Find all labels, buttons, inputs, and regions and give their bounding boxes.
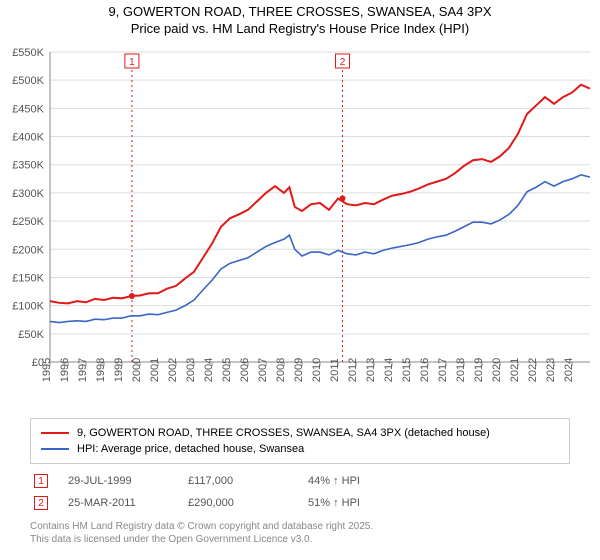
svg-text:£350K: £350K bbox=[12, 160, 44, 172]
svg-text:1999: 1999 bbox=[113, 358, 125, 382]
sale-date: 29-JUL-1999 bbox=[68, 475, 168, 487]
svg-text:£200K: £200K bbox=[12, 244, 44, 256]
svg-text:1997: 1997 bbox=[77, 358, 89, 382]
svg-text:2012: 2012 bbox=[347, 358, 359, 382]
svg-text:2024: 2024 bbox=[563, 358, 575, 382]
svg-text:2010: 2010 bbox=[311, 358, 323, 382]
svg-text:£550K: £550K bbox=[12, 47, 44, 59]
svg-text:£250K: £250K bbox=[12, 216, 44, 228]
svg-text:2021: 2021 bbox=[509, 358, 521, 382]
sale-flag: 1 bbox=[34, 474, 48, 488]
svg-text:2006: 2006 bbox=[239, 358, 251, 382]
footer-line2: This data is licensed under the Open Gov… bbox=[30, 533, 570, 546]
svg-text:£50K: £50K bbox=[18, 329, 44, 341]
svg-text:£500K: £500K bbox=[12, 75, 44, 87]
legend-swatch bbox=[41, 448, 69, 450]
svg-text:2: 2 bbox=[340, 57, 346, 68]
sales-list: 1 29-JUL-1999 £117,000 44% ↑ HPI 2 25-MAR-201… bbox=[0, 470, 600, 514]
svg-text:2013: 2013 bbox=[365, 358, 377, 382]
svg-text:£400K: £400K bbox=[12, 132, 44, 144]
svg-text:£300K: £300K bbox=[12, 188, 44, 200]
svg-text:2022: 2022 bbox=[527, 358, 539, 382]
svg-text:2004: 2004 bbox=[203, 358, 215, 382]
sale-vs-hpi: 51% ↑ HPI bbox=[308, 497, 360, 509]
svg-text:2016: 2016 bbox=[419, 358, 431, 382]
svg-text:2011: 2011 bbox=[329, 358, 341, 382]
svg-text:2005: 2005 bbox=[221, 358, 233, 382]
svg-text:2001: 2001 bbox=[149, 358, 161, 382]
svg-text:1995: 1995 bbox=[41, 358, 53, 382]
svg-text:£450K: £450K bbox=[12, 103, 44, 115]
chart-title-line1: 9, GOWERTON ROAD, THREE CROSSES, SWANSEA… bbox=[0, 0, 600, 21]
svg-text:2003: 2003 bbox=[185, 358, 197, 382]
svg-text:2020: 2020 bbox=[491, 358, 503, 382]
svg-text:2002: 2002 bbox=[167, 358, 179, 382]
svg-text:2017: 2017 bbox=[437, 358, 449, 382]
svg-text:1996: 1996 bbox=[59, 358, 71, 382]
svg-text:2015: 2015 bbox=[401, 358, 413, 382]
svg-text:2023: 2023 bbox=[545, 358, 557, 382]
legend-item: HPI: Average price, detached house, Swan… bbox=[41, 441, 559, 457]
svg-text:2014: 2014 bbox=[383, 358, 395, 382]
sale-flag: 2 bbox=[34, 496, 48, 510]
svg-text:1998: 1998 bbox=[95, 358, 107, 382]
svg-text:£100K: £100K bbox=[12, 301, 44, 313]
legend-swatch bbox=[41, 432, 69, 434]
svg-text:2019: 2019 bbox=[473, 358, 485, 382]
legend-label: 9, GOWERTON ROAD, THREE CROSSES, SWANSEA… bbox=[77, 427, 490, 439]
sale-vs-hpi: 44% ↑ HPI bbox=[308, 475, 360, 487]
price-chart: £0£50K£100K£150K£200K£250K£300K£350K£400… bbox=[0, 42, 600, 412]
sale-row: 1 29-JUL-1999 £117,000 44% ↑ HPI bbox=[0, 470, 600, 492]
svg-text:2018: 2018 bbox=[455, 358, 467, 382]
sale-date: 25-MAR-2011 bbox=[68, 497, 168, 509]
chart-legend: 9, GOWERTON ROAD, THREE CROSSES, SWANSEA… bbox=[30, 418, 570, 464]
sale-price: £117,000 bbox=[188, 475, 288, 487]
sale-row: 2 25-MAR-2011 £290,000 51% ↑ HPI bbox=[0, 492, 600, 514]
svg-text:£150K: £150K bbox=[12, 272, 44, 284]
svg-text:1: 1 bbox=[129, 57, 135, 68]
svg-text:2008: 2008 bbox=[275, 358, 287, 382]
footer-line1: Contains HM Land Registry data © Crown c… bbox=[30, 520, 570, 533]
chart-title-line2: Price paid vs. HM Land Registry's House … bbox=[0, 21, 600, 42]
footer-attribution: Contains HM Land Registry data © Crown c… bbox=[0, 514, 600, 554]
svg-text:2009: 2009 bbox=[293, 358, 305, 382]
legend-item: 9, GOWERTON ROAD, THREE CROSSES, SWANSEA… bbox=[41, 425, 559, 441]
sale-price: £290,000 bbox=[188, 497, 288, 509]
svg-text:2007: 2007 bbox=[257, 358, 269, 382]
legend-label: HPI: Average price, detached house, Swan… bbox=[77, 443, 304, 455]
svg-text:2000: 2000 bbox=[131, 358, 143, 382]
